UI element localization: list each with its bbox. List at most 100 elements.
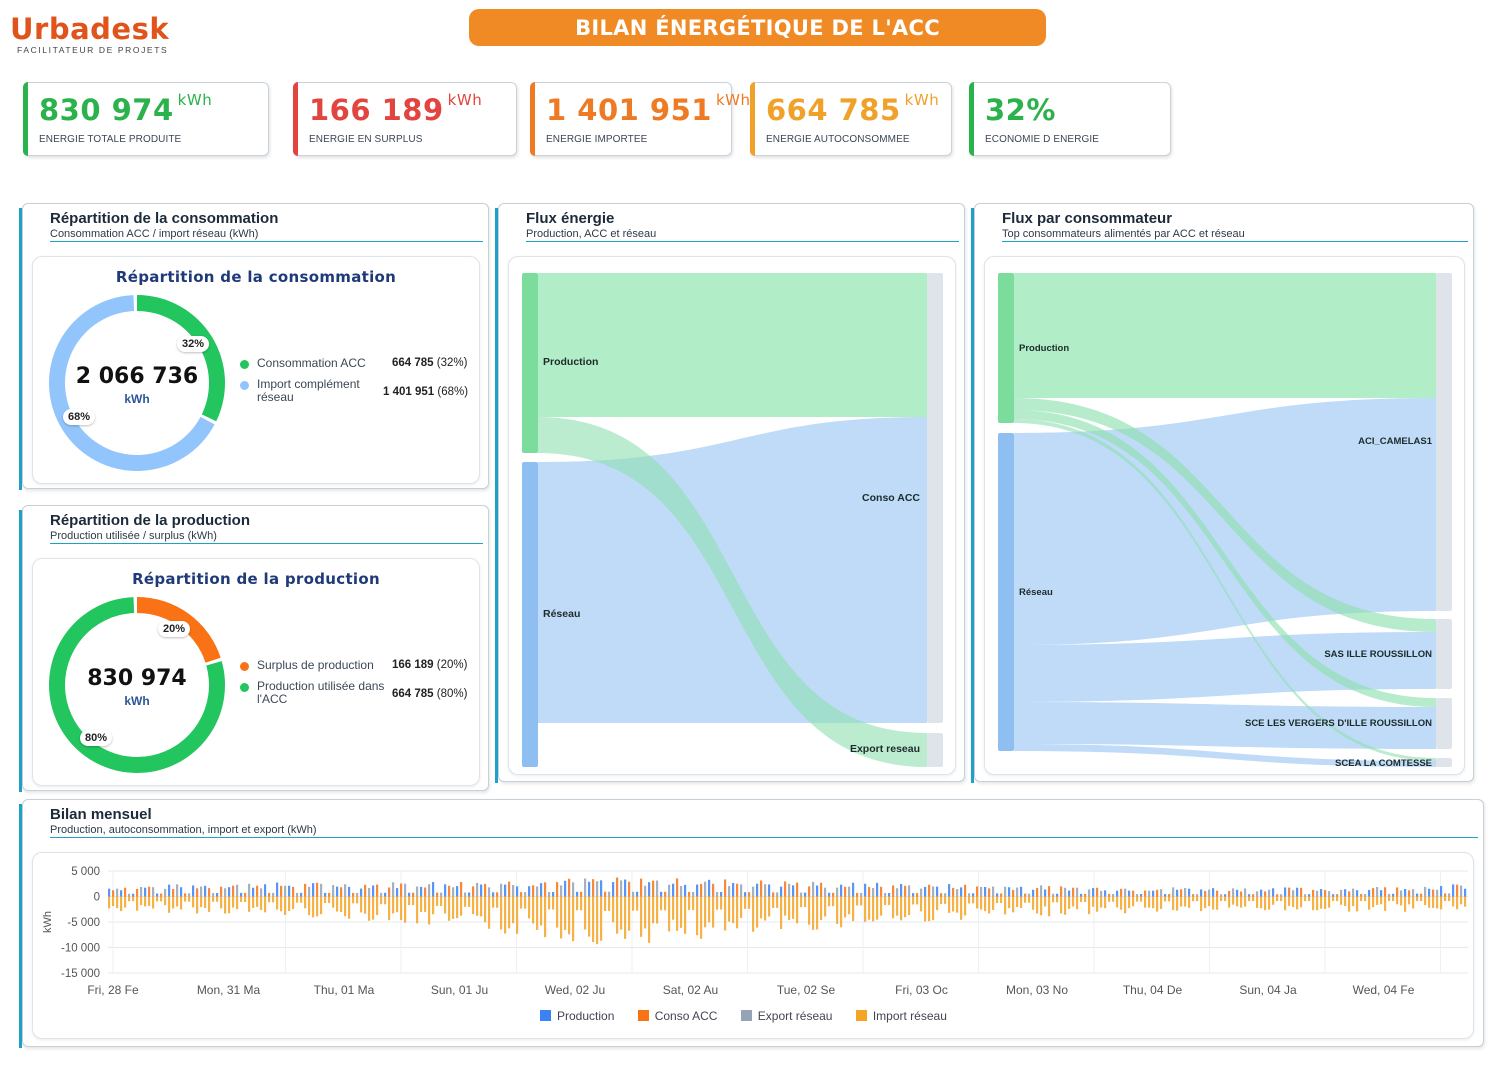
node-c4[interactable] xyxy=(1436,758,1452,767)
donut-total: 830 974 xyxy=(87,666,187,691)
kpi-unit: kWh xyxy=(715,91,751,109)
panel-divider xyxy=(50,241,483,242)
panel-divider xyxy=(1002,241,1468,242)
flow-production-to-c3[interactable] xyxy=(1014,410,1436,707)
flow-reseau-to-c2[interactable] xyxy=(1014,632,1436,702)
donut-segment-surplus[interactable] xyxy=(137,597,221,663)
kpi-unit: kWh xyxy=(904,91,940,109)
legend-item-export[interactable]: Export réseau xyxy=(740,1009,832,1023)
legend-swatch xyxy=(240,381,249,390)
legend-swatch xyxy=(240,662,249,671)
chart-title: Répartition de la consommation xyxy=(115,268,397,286)
flow-reseau-to-conso[interactable] xyxy=(538,417,927,723)
flow-production-to-c4[interactable] xyxy=(1014,419,1436,761)
consumer-flow-panel: Flux par consommateur Top consommateurs … xyxy=(971,203,1474,783)
panel-title: Flux par consommateur xyxy=(1002,210,1173,227)
panel-accent xyxy=(19,510,22,792)
kpi-value: 166 189 kWh xyxy=(309,91,483,127)
node-label-reseau: Réseau xyxy=(1019,587,1053,598)
kpi-card-surplus: 166 189 kWh ENERGIE EN SURPLUS xyxy=(293,82,517,156)
panel-title: Répartition de la production xyxy=(50,512,251,529)
kpi-accent-bar xyxy=(969,82,974,156)
flux-sankey xyxy=(522,273,943,767)
legend-value: 664 785 (80%) xyxy=(392,688,468,700)
panel-divider xyxy=(50,543,483,544)
logo-tagline: FACILITATEUR DE PROJETS xyxy=(17,45,169,55)
node-reseau[interactable] xyxy=(998,433,1014,751)
donut-unit: kWh xyxy=(124,694,150,708)
kpi-card-total-production: 830 974 kWh ENERGIE TOTALE PRODUITE xyxy=(23,82,269,156)
flow-production-to-c1[interactable] xyxy=(1014,273,1436,398)
legend-item-conso-acc[interactable]: Conso ACC xyxy=(637,1009,717,1023)
legend-swatch xyxy=(637,1010,649,1021)
node-production[interactable] xyxy=(522,273,538,453)
page-title: BILAN ÉNERGÉTIQUE DE L'ACC xyxy=(469,9,1046,46)
kpi-accent-bar xyxy=(750,82,755,156)
panel-accent xyxy=(495,208,498,783)
node-label-c1: ACI_CAMELAS1 xyxy=(1358,436,1432,447)
kpi-label: ECONOMIE D ENERGIE xyxy=(985,134,1100,145)
flow-production-to-c2[interactable] xyxy=(1014,398,1436,632)
kpi-value: 830 974 kWh xyxy=(39,91,213,127)
panel-accent xyxy=(19,208,22,490)
flow-reseau-to-c3[interactable] xyxy=(1014,702,1436,749)
legend-label: Import complément réseau xyxy=(257,377,360,404)
consumption-donut xyxy=(49,295,226,471)
production-chart-card: Répartition de la production 830 974 kWh… xyxy=(32,558,480,786)
legend-item-production[interactable]: Production xyxy=(540,1009,614,1023)
node-reseau[interactable] xyxy=(522,462,538,767)
donut-segment-acc[interactable] xyxy=(137,295,226,422)
kpi-value: 664 785 kWh xyxy=(766,91,940,127)
kpi-accent-bar xyxy=(23,82,28,156)
flow-reseau-to-c4[interactable] xyxy=(1014,744,1436,767)
kpi-unit: kWh xyxy=(177,91,213,109)
panel-title: Flux énergie xyxy=(526,210,615,227)
node-label-c4: SCEA LA COMTESSE xyxy=(1335,758,1432,769)
node-c2[interactable] xyxy=(1436,619,1452,689)
panel-subtitle: Consommation ACC / import réseau (kWh) xyxy=(50,228,259,240)
consumer-sankey xyxy=(998,273,1452,767)
kpi-accent-bar xyxy=(293,82,298,156)
kpi-unit: kWh xyxy=(447,91,483,109)
node-export[interactable] xyxy=(927,733,943,767)
kpi-value: 1 401 951 kWh xyxy=(546,91,751,127)
kpi-card-import: 1 401 951 kWh ENERGIE IMPORTEE xyxy=(530,82,750,156)
urbadesk-logo[interactable]: Urbadesk FACILITATEUR DE PROJETS xyxy=(10,14,169,55)
node-label-c3: SCE LES VERGERS D'ILLE ROUSSILLON xyxy=(1244,718,1432,729)
node-c3[interactable] xyxy=(1436,698,1452,749)
node-conso-acc[interactable] xyxy=(927,273,943,723)
node-label-reseau: Réseau xyxy=(543,608,581,620)
panel-title: Répartition de la consommation xyxy=(50,210,279,227)
flux-energy-panel: Flux énergie Production, ACC et réseau P… xyxy=(495,203,965,783)
monthly-chart-card xyxy=(32,852,1474,1039)
legend-label: Consommation ACC xyxy=(257,356,366,370)
node-label-export: Export reseau xyxy=(849,743,920,755)
kpi-value: 32% xyxy=(985,93,1056,127)
production-donut xyxy=(49,597,225,773)
node-c1[interactable] xyxy=(1436,273,1452,611)
panel-subtitle: Top consommateurs alimentés par ACC et r… xyxy=(1002,228,1245,240)
flow-production-to-conso[interactable] xyxy=(538,273,927,417)
flow-reseau-to-c1[interactable] xyxy=(1014,398,1436,645)
node-production[interactable] xyxy=(998,273,1014,423)
kpi-label: ENERGIE EN SURPLUS xyxy=(309,134,423,145)
consumer-sankey-card: Production Réseau ACI_CAMELAS1 SAS ILLE … xyxy=(984,256,1465,775)
donut-center: 2 066 736 kWh xyxy=(52,364,222,406)
legend-swatch xyxy=(240,360,249,369)
legend-value: 664 785 (32%) xyxy=(392,357,468,369)
donut-pct-tag: 68% xyxy=(63,409,96,425)
donut-unit: kWh xyxy=(124,392,150,406)
legend-value: 1 401 951 (68%) xyxy=(383,386,469,398)
legend-swatch xyxy=(240,683,249,692)
consumption-panel: Répartition de la consommation Consommat… xyxy=(19,203,489,490)
node-label-conso-acc: Conso ACC xyxy=(862,492,920,504)
legend-item-import[interactable]: Import réseau xyxy=(855,1009,947,1023)
node-label-production: Production xyxy=(1019,343,1070,354)
kpi-accent-bar xyxy=(530,82,535,156)
monthly-legend: Production Conso ACC Export réseau Impor… xyxy=(540,1009,967,1023)
panel-subtitle: Production utilisée / surplus (kWh) xyxy=(50,530,217,542)
production-panel: Répartition de la production Production … xyxy=(19,505,489,792)
panel-subtitle: Production, autoconsommation, import et … xyxy=(50,824,317,836)
node-label-c2: SAS ILLE ROUSSILLON xyxy=(1324,649,1432,660)
flow-production-to-export[interactable] xyxy=(538,417,927,767)
